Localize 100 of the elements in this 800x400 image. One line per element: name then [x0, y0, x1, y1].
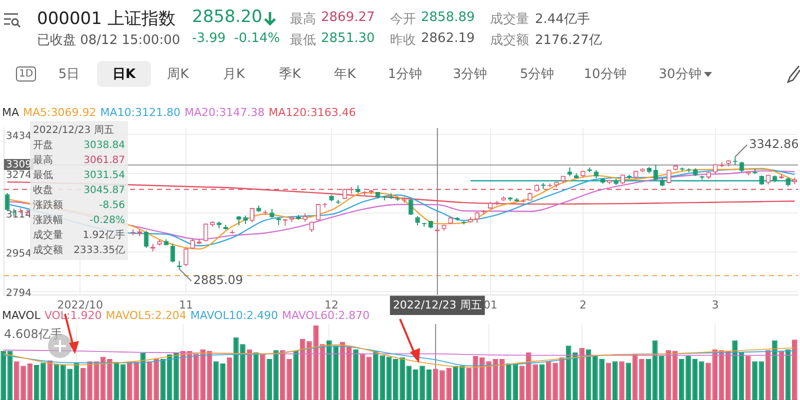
text: 最低 — [290, 32, 316, 49]
text: 成交量 — [490, 11, 529, 28]
bar — [792, 340, 798, 400]
bar — [592, 356, 598, 400]
annotation: 成交量 — [33, 228, 63, 243]
annotation: 1.92亿手 — [82, 228, 125, 243]
annotation: -8.56 — [99, 199, 125, 213]
bar — [47, 360, 53, 400]
bar — [752, 361, 758, 400]
y-tick-label: 2954 — [6, 248, 32, 260]
text: MA10:3121.80 — [100, 106, 180, 120]
text: 昨收 — [390, 32, 416, 49]
y-tick-label: 3434 — [6, 130, 32, 142]
annotation: 3038.84 — [84, 139, 125, 153]
annotation: 3342.86 — [749, 136, 799, 151]
text: 5分钟 — [520, 66, 554, 83]
bar — [519, 366, 525, 400]
x-tick-label: 12 — [324, 298, 339, 312]
annotation: 收盘 — [33, 184, 53, 198]
bar — [546, 361, 552, 400]
annotation: 3031.54 — [84, 169, 125, 183]
bar — [400, 358, 405, 400]
bar — [706, 362, 711, 400]
text: 2858.20 — [192, 7, 262, 27]
bar — [506, 363, 512, 400]
text: 月K — [223, 66, 245, 83]
bar — [174, 353, 179, 400]
bar — [778, 350, 784, 400]
annotation: 涨跌额 — [33, 198, 63, 213]
text: 周K — [167, 66, 189, 83]
bar — [226, 358, 232, 400]
y-tick-label: 2794 — [6, 288, 32, 299]
candlestick — [634, 170, 638, 180]
bar — [80, 368, 86, 400]
bar — [460, 366, 465, 400]
text: 2862.19 — [421, 31, 475, 46]
bar — [60, 364, 66, 400]
bar — [0, 350, 6, 400]
candlestick — [408, 199, 414, 216]
annotation: 成交额 — [33, 244, 63, 258]
bar — [732, 340, 738, 400]
bar — [539, 364, 545, 400]
text: 2858.89 — [421, 10, 475, 25]
annotation: 2333.35亿 — [74, 244, 125, 258]
legend-title: MA — [2, 106, 20, 120]
bar — [107, 359, 112, 400]
bar — [27, 363, 33, 400]
text: 2851.30 — [321, 31, 375, 46]
bar — [194, 354, 199, 400]
bar — [54, 364, 60, 400]
annotation: 涨跌幅 — [33, 214, 63, 228]
text: MA20:3147.38 — [184, 106, 265, 120]
bar — [146, 361, 152, 400]
bar — [678, 359, 684, 400]
bar — [666, 350, 671, 400]
annotation: 2022/12/23 周五 — [33, 124, 115, 138]
bar — [606, 362, 612, 400]
annotation: 3061.87 — [84, 154, 125, 168]
bar — [726, 350, 731, 400]
text: MA120:3163.46 — [268, 106, 356, 120]
bar — [572, 352, 578, 400]
text: 日K — [112, 66, 136, 83]
bar — [639, 359, 644, 400]
bar — [280, 350, 286, 400]
text: 2869.27 — [321, 10, 375, 25]
candlestick — [4, 192, 10, 212]
bar — [532, 364, 538, 400]
bar — [87, 361, 92, 400]
bar — [393, 359, 398, 400]
bar — [246, 349, 252, 400]
bar — [526, 352, 532, 400]
bar — [373, 350, 378, 400]
y-tick-label: 3274 — [6, 170, 32, 182]
text: -3.99 — [192, 31, 226, 46]
bar — [446, 368, 452, 400]
bar — [326, 340, 332, 400]
text: 2.44亿手 — [535, 11, 590, 28]
candlestick — [666, 169, 672, 184]
bar — [20, 366, 26, 400]
text: 30分钟 — [658, 66, 702, 83]
bar — [579, 348, 585, 400]
candlestick — [250, 207, 255, 223]
bar — [440, 370, 445, 400]
annotation: 最低 — [33, 169, 53, 183]
candlestick — [759, 175, 764, 186]
bar — [612, 361, 618, 400]
text: -0.14% — [234, 31, 280, 46]
text: 最高 — [290, 11, 316, 28]
bar — [134, 362, 139, 400]
text: 成交额 — [490, 32, 529, 49]
candlestick — [415, 216, 420, 226]
text: 000001 上证指数 — [37, 8, 176, 30]
text: 5日 — [58, 66, 80, 83]
text: 1D — [16, 66, 36, 82]
x-tick-label: 2 — [579, 298, 586, 312]
candlestick — [236, 216, 242, 226]
bar — [306, 341, 312, 400]
bar — [452, 366, 458, 400]
bar — [220, 363, 226, 400]
bar — [619, 361, 624, 400]
